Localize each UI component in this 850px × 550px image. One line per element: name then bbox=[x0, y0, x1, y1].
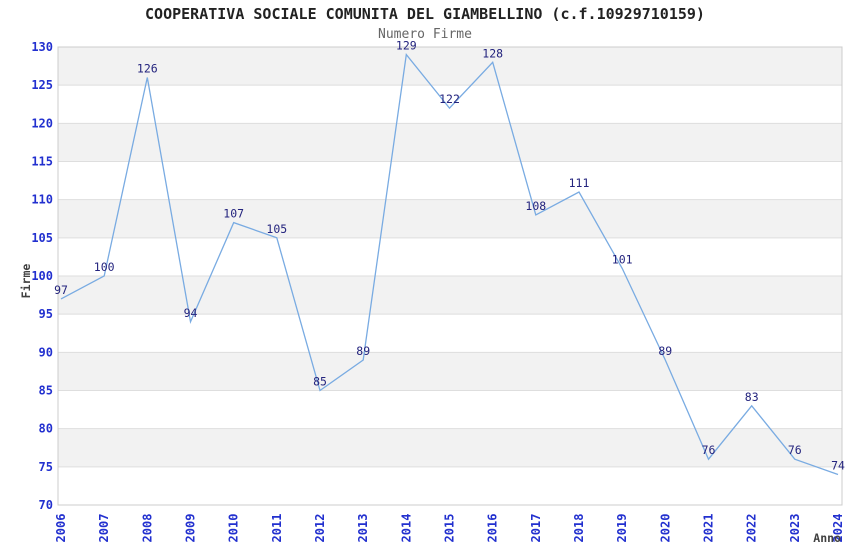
x-tick-label: 2017 bbox=[529, 514, 543, 543]
y-tick-label: 80 bbox=[39, 422, 53, 436]
x-tick-label: 2010 bbox=[227, 514, 241, 543]
data-point-label: 89 bbox=[658, 344, 672, 358]
x-tick-label: 2024 bbox=[831, 514, 845, 543]
x-tick-label: 2009 bbox=[184, 514, 198, 543]
data-point-label: 76 bbox=[702, 443, 716, 457]
chart-subtitle: Numero Firme bbox=[378, 27, 472, 42]
data-point-label: 108 bbox=[525, 199, 546, 213]
chart-title: COOPERATIVA SOCIALE COMUNITA DEL GIAMBEL… bbox=[145, 5, 705, 23]
data-point-label: 83 bbox=[745, 390, 759, 404]
y-tick-label: 105 bbox=[31, 231, 53, 245]
data-point-label: 126 bbox=[137, 62, 158, 76]
y-tick-label: 70 bbox=[39, 498, 53, 512]
data-point-label: 129 bbox=[396, 39, 417, 53]
y-tick-label: 100 bbox=[31, 269, 53, 283]
data-point-label: 85 bbox=[313, 375, 327, 389]
y-tick-label: 125 bbox=[31, 78, 53, 92]
data-point-label: 89 bbox=[356, 344, 370, 358]
x-tick-label: 2020 bbox=[658, 514, 672, 543]
plot-border bbox=[57, 46, 843, 506]
data-point-labels: 97 100 126 94 107 105 85 89 129 122 128 108 111 101 89… bbox=[54, 39, 845, 473]
data-point-label: 100 bbox=[94, 260, 115, 274]
y-tick-label: 85 bbox=[39, 384, 53, 398]
x-tick-labels: 2006 2007 2008 2009 2010 2011 2012 2013 2014 2015… bbox=[54, 514, 845, 543]
x-axis-title: Anno bbox=[813, 531, 841, 545]
y-tick-label: 120 bbox=[31, 116, 53, 130]
x-tick-label: 2021 bbox=[702, 514, 716, 543]
x-tick-label: 2019 bbox=[615, 514, 629, 543]
x-tick-label: 2016 bbox=[486, 514, 500, 543]
data-point-label: 101 bbox=[612, 252, 633, 266]
data-point-label: 105 bbox=[266, 222, 287, 236]
x-tick-label: 2012 bbox=[313, 514, 327, 543]
x-tick-label: 2022 bbox=[745, 514, 759, 543]
data-point-label: 74 bbox=[831, 459, 845, 473]
data-point-label: 97 bbox=[54, 283, 68, 297]
x-tick-label: 2008 bbox=[140, 514, 154, 543]
y-axis-title: Firme bbox=[19, 264, 33, 299]
x-tick-label: 2006 bbox=[54, 514, 68, 543]
x-tick-label: 2014 bbox=[399, 514, 413, 543]
x-tick-label: 2023 bbox=[788, 514, 802, 543]
y-tick-label: 90 bbox=[39, 345, 53, 359]
x-tick-label: 2007 bbox=[97, 514, 111, 543]
y-tick-label: 115 bbox=[31, 155, 53, 169]
y-tick-label: 110 bbox=[31, 193, 53, 207]
y-tick-label: 75 bbox=[39, 460, 53, 474]
y-tick-label: 95 bbox=[39, 307, 53, 321]
data-point-label: 122 bbox=[439, 92, 460, 106]
data-line bbox=[60, 53, 839, 476]
data-point-label: 94 bbox=[184, 306, 198, 320]
x-tick-label: 2013 bbox=[356, 514, 370, 543]
data-point-label: 111 bbox=[569, 176, 590, 190]
data-point-label: 76 bbox=[788, 443, 802, 457]
x-tick-label: 2018 bbox=[572, 514, 586, 543]
x-tick-label: 2015 bbox=[443, 514, 457, 543]
data-point-label: 128 bbox=[482, 46, 503, 60]
data-point-label: 107 bbox=[223, 207, 244, 221]
y-tick-label: 130 bbox=[31, 40, 53, 54]
x-tick-label: 2011 bbox=[270, 514, 284, 543]
y-tick-labels: 70 75 80 85 90 95 100 105 110 115 120 125 130 bbox=[31, 40, 53, 512]
